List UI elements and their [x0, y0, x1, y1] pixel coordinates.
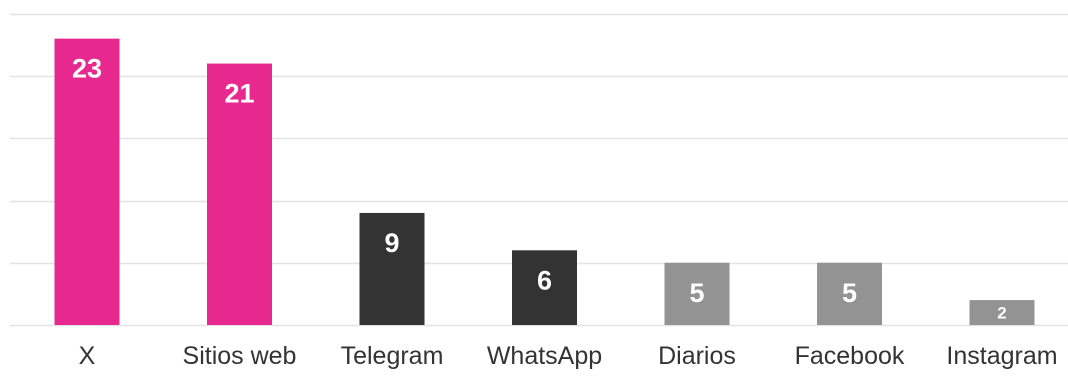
gridlines — [10, 13, 1068, 327]
data-label: 23 — [72, 54, 102, 84]
x-tick-label: X — [79, 342, 96, 370]
bar-sitios-web — [207, 63, 272, 326]
bar-whatsapp — [512, 250, 577, 325]
data-label: 9 — [384, 228, 399, 258]
bar-instagram — [969, 300, 1035, 325]
data-label: 6 — [537, 265, 552, 295]
x-tick-label: Facebook — [795, 342, 905, 370]
data-labels: 23 21 9 6 5 5 2 — [72, 54, 1007, 323]
bar-facebook — [817, 262, 882, 325]
bar-telegram — [359, 212, 425, 325]
bar-diarios — [664, 262, 730, 325]
x-tick-label: Telegram — [341, 342, 444, 370]
data-label: 5 — [689, 278, 704, 308]
x-tick-label: Sitios web — [183, 342, 297, 370]
data-label: 5 — [842, 278, 857, 308]
x-tick-label: Instagram — [946, 342, 1057, 370]
x-axis-ticks: X Sitios web Telegram WhatsApp Diarios Facebo… — [79, 342, 1058, 370]
data-label: 2 — [997, 304, 1006, 323]
bar-x — [54, 38, 120, 326]
x-tick-label: WhatsApp — [487, 342, 602, 370]
data-label: 21 — [224, 79, 254, 109]
bars — [54, 38, 1035, 326]
x-tick-label: Diarios — [658, 342, 736, 370]
